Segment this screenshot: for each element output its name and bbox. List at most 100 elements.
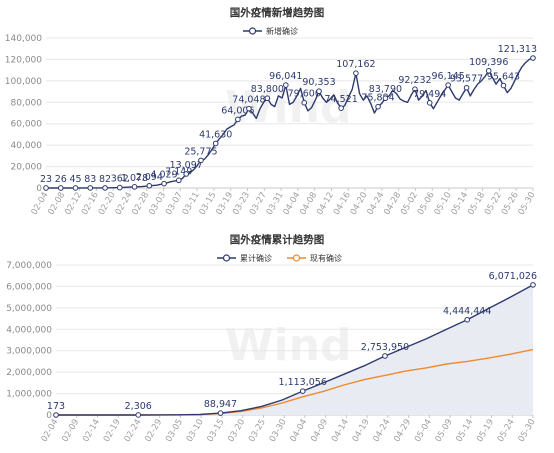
y-axis: 0 20,000 40,000 60,000 80,000 100,000 120,000 1… [5, 34, 42, 194]
data-point[interactable] [530, 55, 536, 61]
legend-label: 现有确诊 [310, 253, 342, 263]
data-label: 2,753,950 [361, 342, 409, 353]
x-tick-label: 05-04 [413, 418, 434, 444]
data-point[interactable] [382, 353, 388, 359]
data-point[interactable] [301, 99, 308, 106]
x-tick-label: 03-15 [205, 418, 226, 444]
data-point[interactable] [116, 184, 123, 191]
data-label: 109,396 [469, 57, 508, 68]
x-tick-label: 03-25 [247, 418, 268, 444]
x-tick-label: 02-09 [60, 418, 81, 444]
data-point[interactable] [87, 185, 94, 191]
data-label: 64,006 [221, 105, 254, 116]
y-tick-label: 5,000,000 [6, 304, 52, 314]
chart-new-cases: Wind 国外疫情新增趋势图 新增确诊 0 20,000 40,000 60,000 8… [5, 6, 538, 217]
y-tick-label: 0 [46, 411, 52, 421]
data-point[interactable] [464, 316, 471, 323]
y-tick-label: 6,000,000 [6, 282, 52, 292]
data-point[interactable] [235, 116, 241, 123]
y-tick-label: 100,000 [5, 77, 42, 87]
data-point[interactable] [183, 171, 189, 177]
data-point[interactable] [57, 185, 64, 191]
data-label: 74,521 [325, 94, 358, 105]
data-point[interactable] [299, 388, 306, 394]
data-label: 25,775 [184, 146, 217, 157]
data-label: 173 [47, 401, 65, 412]
series-line [56, 284, 534, 416]
x-axis: 02-0402-0802-1202-1602-2002-2402-2803-03… [30, 188, 538, 217]
data-point[interactable] [485, 67, 492, 74]
x-tick-label: 02-24 [123, 418, 144, 444]
data-label: 83 [84, 174, 96, 185]
x-tick-label: 03-30 [268, 418, 289, 444]
y-tick-label: 4,000,000 [6, 325, 52, 335]
data-point[interactable] [264, 95, 271, 102]
y-tick-label: 1,000,000 [6, 390, 52, 400]
x-tick-label: 04-19 [351, 418, 372, 444]
x-tick-label: 03-05 [164, 418, 185, 444]
y-tick-label: 60,000 [11, 120, 43, 130]
x-tick-label: 05-30 [517, 191, 538, 217]
y-tick-label: 40,000 [11, 141, 43, 151]
data-point[interactable] [131, 184, 138, 190]
x-tick-label: 05-30 [517, 418, 538, 444]
data-point[interactable] [212, 140, 219, 147]
data-point[interactable] [176, 177, 182, 184]
data-point[interactable] [500, 82, 507, 89]
area-fill [56, 284, 533, 415]
data-label: 88,947 [204, 399, 237, 410]
data-label: 93,577 [450, 74, 483, 85]
data-labels: 173 2,306 88,947 1,113,056 2,753,950 4,444,44… [47, 271, 537, 418]
x-tick-label: 03-20 [226, 418, 247, 444]
x-tick-label: 04-04 [288, 418, 309, 444]
data-label: 79,494 [413, 89, 446, 100]
x-tick-label: 02-29 [143, 418, 164, 444]
data-point[interactable] [426, 100, 433, 106]
data-point[interactable] [375, 103, 381, 110]
data-label: 83,790 [369, 84, 402, 95]
y-tick-label: 0 [36, 184, 42, 194]
data-point[interactable] [445, 82, 451, 88]
data-point[interactable] [246, 105, 252, 112]
data-point[interactable] [102, 185, 108, 191]
data-point[interactable] [161, 180, 167, 187]
data-point[interactable] [530, 282, 536, 288]
data-label: 7,149 [165, 166, 192, 177]
legend-marker-icon [292, 254, 301, 262]
data-label: 4,029 [150, 170, 177, 181]
data-point[interactable] [53, 412, 59, 418]
data-label: 1,078 [121, 173, 148, 184]
data-point[interactable] [43, 185, 49, 191]
x-tick-label: 05-24 [496, 418, 517, 444]
data-point[interactable] [146, 182, 153, 189]
data-point[interactable] [198, 157, 204, 164]
data-label: 90,353 [302, 77, 335, 88]
data-point[interactable] [382, 95, 389, 102]
data-point[interactable] [72, 185, 79, 191]
y-axis: 0 1,000,000 2,000,000 3,000,000 4,000,000 5,0… [6, 261, 52, 421]
data-point[interactable] [338, 105, 344, 111]
watermark: Wind [225, 320, 351, 371]
y-tick-label: 20,000 [11, 163, 43, 173]
data-point[interactable] [135, 412, 142, 418]
data-label: 82 [99, 174, 111, 185]
legend[interactable]: 新增确诊 [243, 26, 298, 36]
data-label: 23 [40, 174, 52, 185]
data-label: 13,097 [170, 160, 203, 171]
data-point[interactable] [353, 70, 359, 76]
data-point[interactable] [412, 86, 418, 92]
data-label: 41,630 [199, 129, 232, 140]
data-point[interactable] [316, 88, 322, 94]
data-point[interactable] [283, 82, 289, 88]
data-label: 96,145 [432, 71, 465, 82]
legend[interactable]: 累计确诊 现有确诊 [217, 253, 342, 263]
data-label: 6,071,026 [489, 271, 537, 282]
x-tick-label: 04-24 [371, 418, 392, 444]
x-tick-label: 02-04 [40, 418, 61, 444]
chart-title: 国外疫情累计趋势图 [230, 233, 325, 246]
data-point[interactable] [463, 84, 470, 91]
data-point[interactable] [217, 410, 224, 416]
data-label: 4,444,444 [443, 306, 491, 317]
legend-label: 新增确诊 [266, 26, 298, 36]
